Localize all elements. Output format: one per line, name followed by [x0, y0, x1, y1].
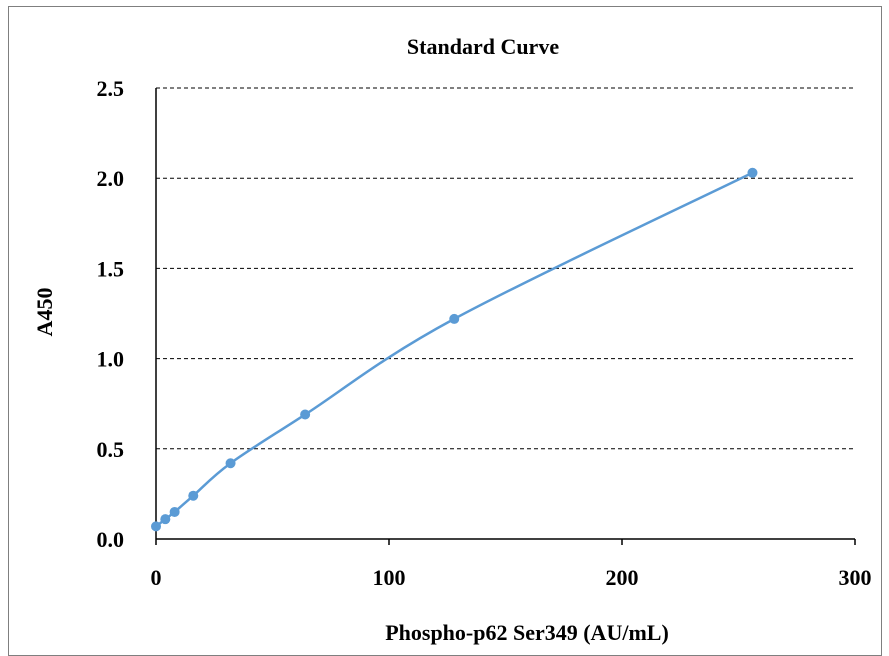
x-tick-label: 200 [606, 565, 639, 590]
y-tick-label: 0.5 [97, 437, 125, 462]
data-point-3 [188, 490, 199, 501]
x-tick-label: 300 [839, 565, 872, 590]
x-tick-label: 0 [151, 565, 162, 590]
data-point-7 [747, 167, 758, 178]
data-point-6 [449, 313, 460, 324]
y-tick-label: 0.0 [97, 527, 125, 552]
y-tick-label: 1.0 [97, 347, 125, 372]
series-curve [155, 171, 754, 528]
chart-title: Standard Curve [407, 34, 559, 59]
x-tick-label: 100 [373, 565, 406, 590]
data-points [151, 167, 758, 532]
x-tick-labels: 0 100 200 300 [151, 539, 872, 590]
y-tick-label: 2.5 [97, 76, 125, 101]
data-point-2 [169, 506, 180, 517]
x-axis-label: Phospho-p62 Ser349 (AU/mL) [385, 620, 669, 645]
y-tick-label: 1.5 [97, 256, 125, 281]
y-axis-label: A450 [32, 288, 57, 337]
data-point-5 [300, 409, 311, 420]
data-point-1 [160, 514, 171, 525]
data-point-0 [151, 521, 161, 532]
chart-frame [8, 6, 882, 656]
grid-lines [156, 87, 855, 450]
y-tick-labels: 0.0 0.5 1.0 1.5 2.0 2.5 [97, 76, 125, 552]
data-point-4 [225, 458, 236, 469]
y-tick-label: 2.0 [97, 166, 125, 191]
